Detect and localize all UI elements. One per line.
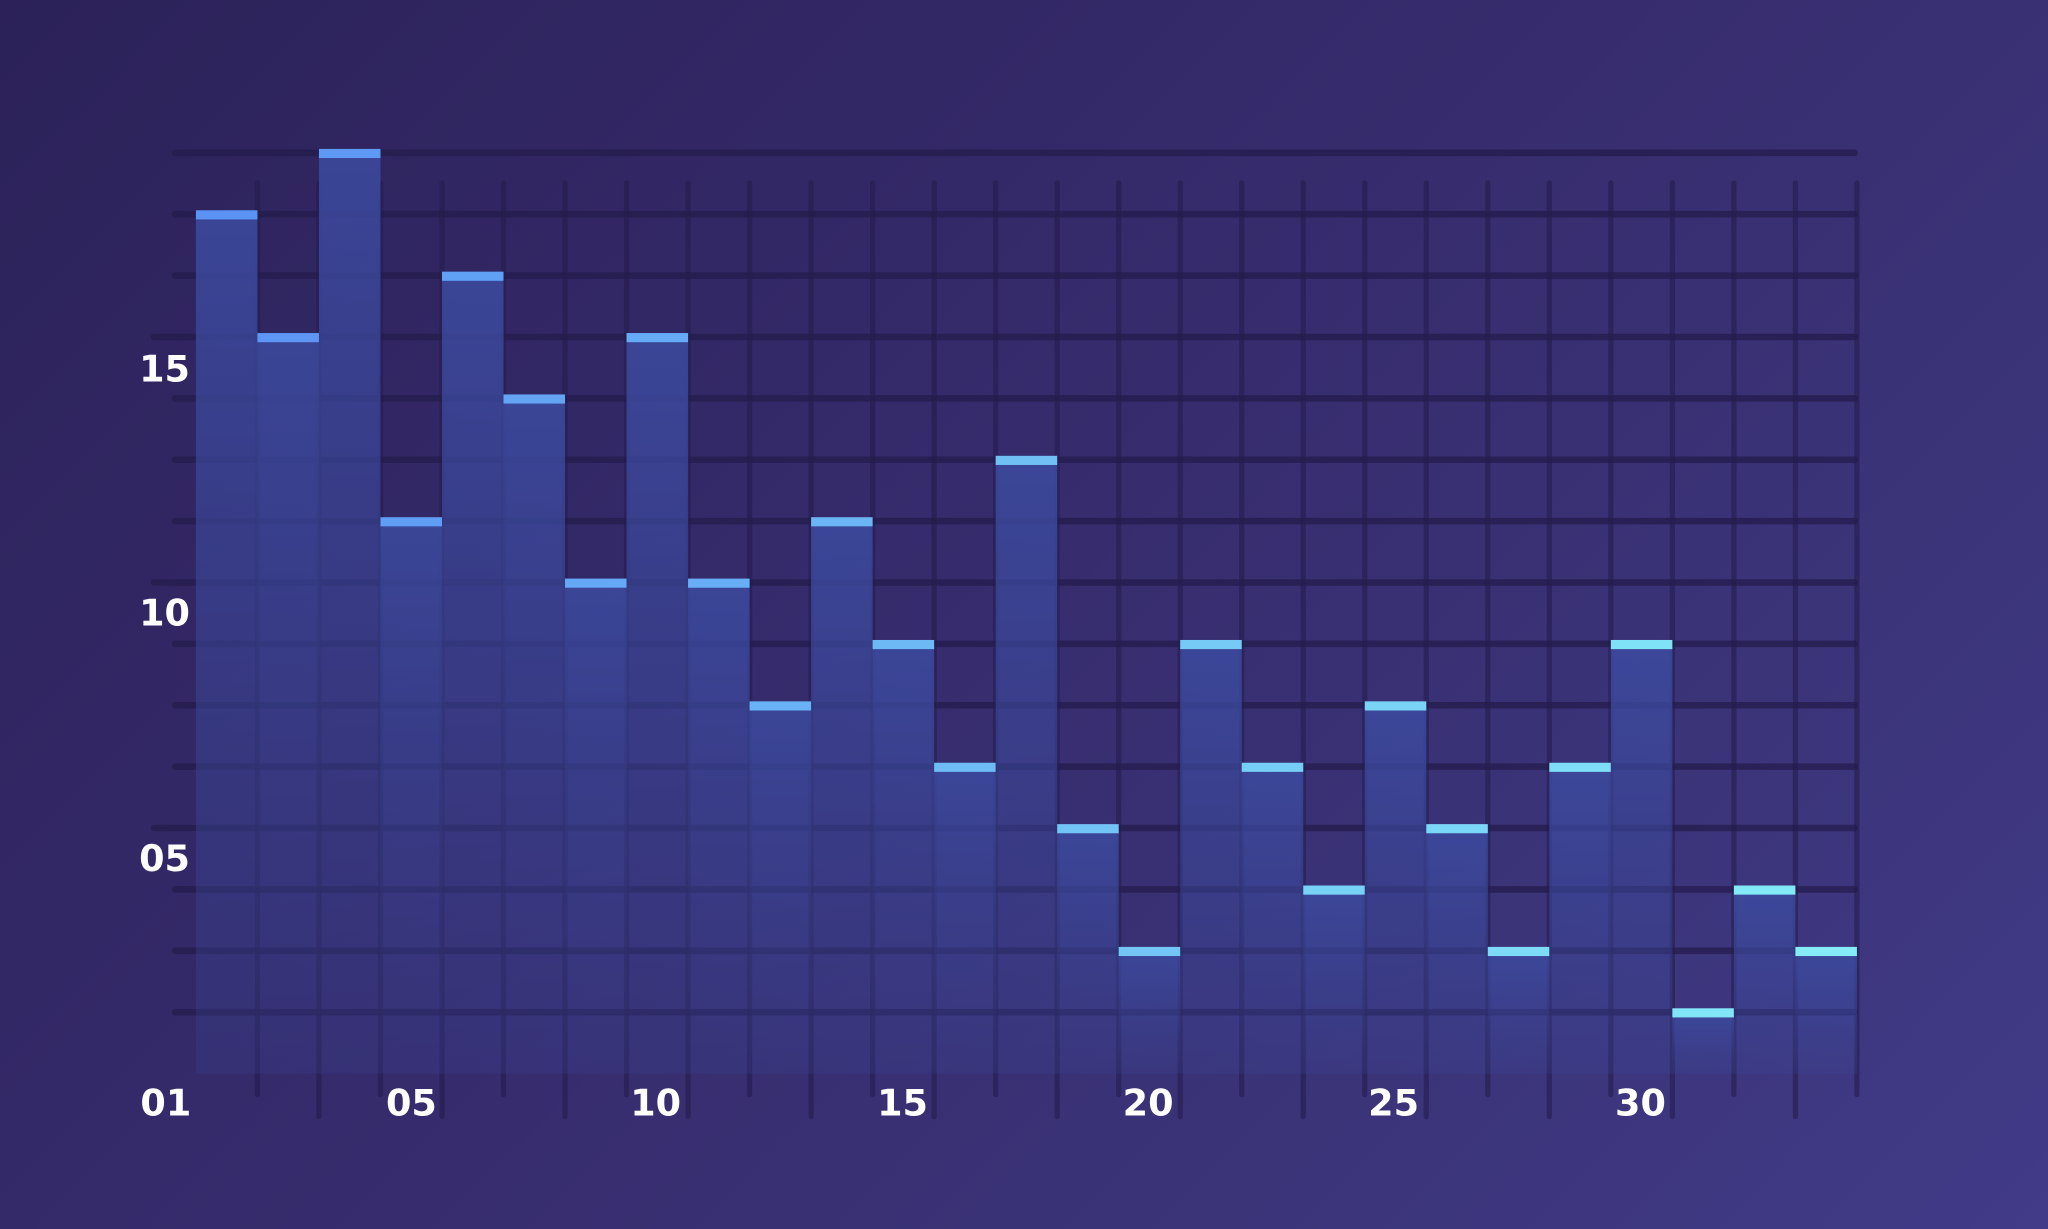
bar [688, 582, 750, 1074]
bar-cap [257, 333, 319, 343]
bar-cap [1057, 824, 1119, 834]
bar-cap [441, 271, 504, 281]
bar [1118, 950, 1181, 1074]
bar-cap [1426, 824, 1488, 834]
x-tick-label: 25 [1368, 1081, 1419, 1124]
bar [318, 152, 381, 1074]
bar [1057, 828, 1119, 1074]
bar [1241, 766, 1304, 1074]
bar [1364, 705, 1427, 1074]
bar-cap [995, 455, 1058, 465]
x-tick-label: 20 [1123, 1081, 1174, 1124]
bar-cap [1180, 639, 1242, 650]
bar [1487, 950, 1550, 1074]
x-tick-labels: 01 05 10 15 20 25 30 [140, 1081, 1666, 1124]
bar [257, 336, 319, 1074]
bar-cap [503, 394, 566, 404]
x-tick-label: 15 [877, 1081, 928, 1124]
y-tick-label: 05 [139, 837, 190, 880]
bar [441, 275, 504, 1074]
bar [934, 766, 996, 1074]
bar [1180, 643, 1242, 1074]
bar-cap [811, 517, 873, 527]
bars [195, 148, 1857, 1074]
bar [749, 705, 812, 1074]
y-tick-label: 10 [139, 592, 190, 635]
bar-cap [1487, 946, 1550, 957]
bar-cap [1672, 1008, 1734, 1018]
bar-cap [626, 333, 689, 343]
bar-cap [1610, 639, 1673, 650]
x-tick-label: 10 [630, 1081, 681, 1124]
bar-cap [1241, 762, 1304, 772]
bar [1795, 950, 1857, 1074]
bar-cap [1303, 885, 1365, 895]
x-tick-label: 01 [140, 1081, 191, 1124]
y-tick-label: 15 [139, 347, 190, 390]
bar-cap [1795, 946, 1857, 957]
bar [872, 643, 935, 1074]
bar-cap [934, 762, 996, 772]
bar-cap [1549, 762, 1611, 772]
bar [1426, 828, 1488, 1074]
bar [626, 336, 689, 1074]
x-tick-label: 05 [386, 1081, 437, 1124]
bar-cap [1118, 946, 1181, 957]
bar [1303, 889, 1365, 1074]
bar [565, 582, 627, 1074]
bar-cap [872, 639, 935, 650]
bar-cap [688, 578, 750, 588]
bar [1733, 889, 1796, 1074]
bar [503, 398, 566, 1074]
y-tick-labels: 05 10 15 [139, 347, 190, 880]
x-tick-label: 30 [1615, 1081, 1666, 1124]
bar [811, 521, 873, 1074]
bar-cap [565, 578, 627, 588]
bar [1672, 1012, 1734, 1074]
bar-cap [195, 210, 258, 220]
bar [1610, 643, 1673, 1074]
bar [195, 214, 258, 1074]
bar [1549, 766, 1611, 1074]
bar-cap [1733, 885, 1796, 895]
bar-cap [380, 517, 442, 527]
bar-cap [1364, 701, 1427, 711]
bar-cap [749, 701, 812, 711]
bar [995, 459, 1058, 1074]
bar [380, 521, 442, 1074]
bar-cap [318, 148, 381, 159]
